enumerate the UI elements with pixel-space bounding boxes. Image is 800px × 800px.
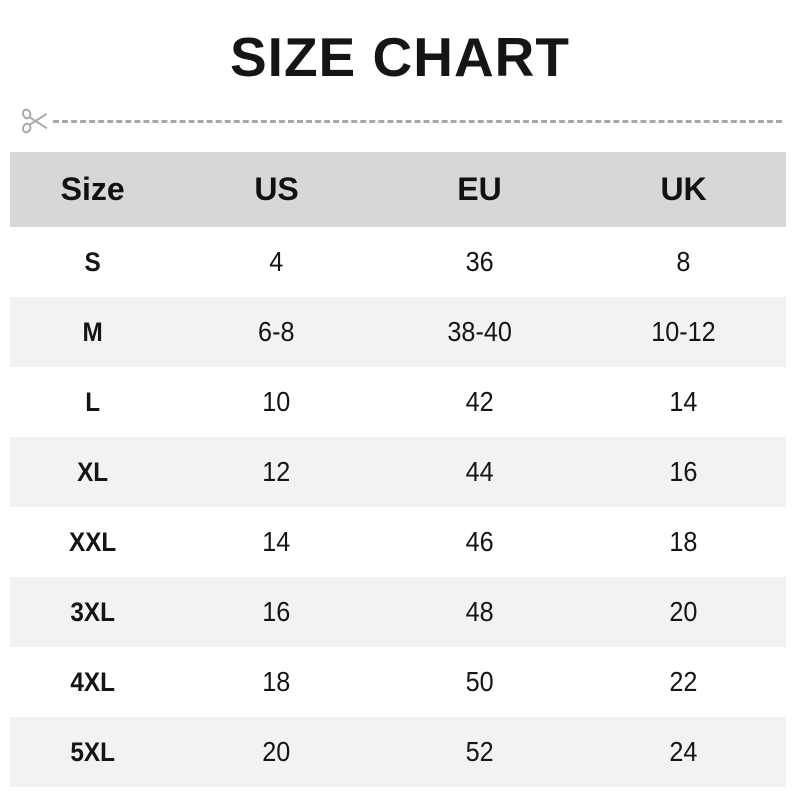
cell-uk: 16 <box>669 456 698 487</box>
cell-us: 20 <box>262 736 291 767</box>
table-row: L 10 42 14 <box>10 367 786 437</box>
size-chart-table: Size US EU UK S 4 36 8 M 6-8 38-40 10-12… <box>10 152 786 787</box>
dashed-cut-line <box>53 119 782 123</box>
cell-eu: 42 <box>465 386 494 417</box>
table-row: 5XL 20 52 24 <box>10 717 786 787</box>
cell-size: XXL <box>69 526 117 557</box>
cell-eu: 52 <box>465 736 494 767</box>
scissors-icon <box>18 104 52 138</box>
cell-size: 4XL <box>70 666 115 697</box>
cell-uk: 10-12 <box>651 316 716 347</box>
cell-eu: 36 <box>465 246 494 277</box>
table-row: 4XL 18 50 22 <box>10 647 786 717</box>
column-header-us: US <box>175 152 378 227</box>
cell-uk: 22 <box>669 666 698 697</box>
table-header-row: Size US EU UK <box>10 152 786 227</box>
cell-size: XL <box>77 456 109 487</box>
cell-uk: 20 <box>669 596 698 627</box>
cell-eu: 38-40 <box>447 316 512 347</box>
cell-us: 12 <box>262 456 291 487</box>
cell-uk: 18 <box>669 526 698 557</box>
cell-uk: 14 <box>669 386 698 417</box>
column-header-eu: EU <box>377 152 582 227</box>
table-row: S 4 36 8 <box>10 227 786 297</box>
cut-here-line <box>18 104 782 138</box>
table-row: XL 12 44 16 <box>10 437 786 507</box>
table-row: XXL 14 46 18 <box>10 507 786 577</box>
cell-us: 14 <box>262 526 291 557</box>
cell-size: S <box>84 246 101 277</box>
cell-size: L <box>85 386 101 417</box>
cell-us: 4 <box>269 246 284 277</box>
cell-eu: 50 <box>465 666 494 697</box>
cell-eu: 48 <box>465 596 494 627</box>
cell-uk: 24 <box>669 736 698 767</box>
page-title: SIZE CHART <box>230 26 570 88</box>
cell-uk: 8 <box>676 246 691 277</box>
column-header-uk: UK <box>581 152 786 227</box>
column-header-size: Size <box>10 152 176 227</box>
cell-size: 5XL <box>70 736 115 767</box>
table-row: 3XL 16 48 20 <box>10 577 786 647</box>
cell-size: M <box>82 316 103 347</box>
cell-us: 6-8 <box>258 316 295 347</box>
cell-size: 3XL <box>70 596 115 627</box>
table-row: M 6-8 38-40 10-12 <box>10 297 786 367</box>
cell-us: 10 <box>262 386 291 417</box>
cell-us: 16 <box>262 596 291 627</box>
cell-eu: 46 <box>465 526 494 557</box>
cell-us: 18 <box>262 666 291 697</box>
cell-eu: 44 <box>465 456 494 487</box>
